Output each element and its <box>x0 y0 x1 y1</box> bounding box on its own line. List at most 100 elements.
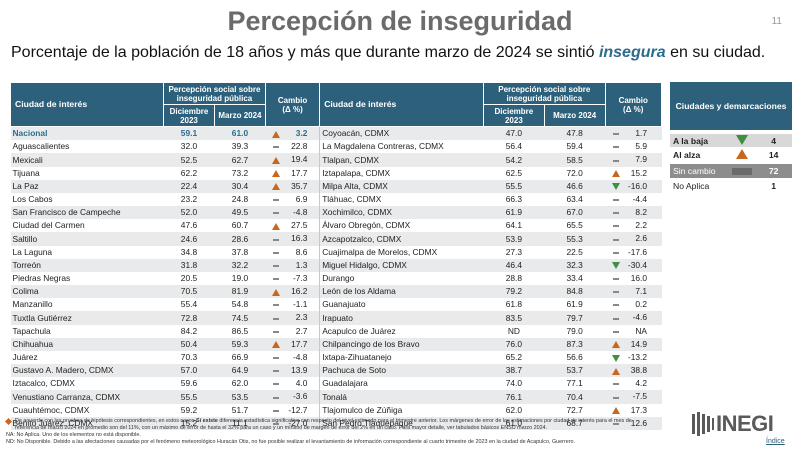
dec-value: 61.0 <box>483 416 545 430</box>
no-change-icon <box>613 146 620 149</box>
change-value: 12.6 <box>630 417 648 428</box>
no-change-icon <box>732 167 753 175</box>
table-row: Saltillo 24.6 28.6 16.3 Azcapotzalco, CDMX 53… <box>10 232 662 246</box>
inegi-logo: INEGI Índice <box>690 408 790 448</box>
change-value: 17.3 <box>630 404 648 415</box>
table-row: Tuxtla Gutiérrez 72.8 74.5 2.3 Irapuato 83.5 7… <box>10 311 662 325</box>
no-change-icon <box>613 304 620 307</box>
no-change-icon <box>273 212 280 215</box>
city-name: Benito Juárez, CDMX <box>10 416 164 430</box>
city-name: Miguel Hidalgo, CDMX <box>319 258 484 272</box>
city-name: Tapachula <box>12 325 51 336</box>
no-change-icon <box>613 291 620 294</box>
city-name: Aguascalientes <box>12 141 70 152</box>
change-cell: -12.7 <box>265 404 319 417</box>
no-change-icon <box>273 199 280 202</box>
summary-label: Sin cambio <box>670 163 729 179</box>
dec-value: 61.9 <box>483 206 545 220</box>
dec-value: 27.3 <box>505 246 523 257</box>
summary-row-up: Al alza 14 <box>670 147 792 164</box>
no-change-icon <box>613 330 620 333</box>
no-change-icon <box>613 317 620 320</box>
summary-count: 1 <box>755 178 792 195</box>
mar-value: 28.6 <box>214 232 266 246</box>
dec-value: 55.5 <box>163 390 215 404</box>
dec-value: 83.5 <box>483 311 545 325</box>
no-change-icon <box>613 199 620 202</box>
table-row: Tijuana 62.2 73.2 17.7 Iztapalapa, CDMX 62.5 7… <box>11 166 662 180</box>
dec-value: 65.2 <box>505 352 523 363</box>
change-value: -4.8 <box>293 351 308 362</box>
dec-value: 72.8 <box>163 311 215 325</box>
up-triangle-icon <box>612 367 621 375</box>
mar-value: 62.7 <box>214 153 266 167</box>
change-value: 0.2 <box>635 299 648 310</box>
header-dec-right: Diciembre 2023 <box>483 104 545 127</box>
mar-value: 77.1 <box>566 378 583 389</box>
dec-value: 64.1 <box>505 220 523 231</box>
no-change-icon <box>613 251 620 254</box>
mar-value: 64.9 <box>214 364 266 378</box>
up-triangle-icon <box>612 341 621 349</box>
up-triangle-icon <box>612 170 621 178</box>
table-row: Colima 70.5 81.9 16.2 León de los Aldama 79.2… <box>10 285 662 299</box>
page-number: 11 <box>771 16 782 27</box>
dec-value: ND <box>507 325 520 336</box>
table-row: San Francisco de Campeche 52.0 49.5 -4.8 Xoc… <box>10 206 662 220</box>
footnote-1: De acuerdo con las pruebas de hipótesis … <box>15 418 632 431</box>
subtitle-emphasis: insegura <box>598 44 666 61</box>
change-value: 16.0 <box>630 272 648 283</box>
no-change-icon <box>273 146 280 149</box>
city-name: Nacional <box>10 126 164 141</box>
city-name: Guanajuato <box>319 298 484 312</box>
mar-value: 11.1 <box>214 416 266 430</box>
no-change-icon <box>273 278 280 281</box>
index-link[interactable]: Índice <box>766 438 785 445</box>
change-value: 8.6 <box>295 246 308 257</box>
summary-header: Ciudades y demarcaciones <box>670 82 792 134</box>
change-cell: 17.7 <box>265 337 320 351</box>
table-row: Venustiano Carranza, CDMX 55.5 53.5 -3.6 Ton… <box>10 390 662 404</box>
dec-value: 50.4 <box>163 337 215 351</box>
change-value: 16.3 <box>291 233 308 244</box>
change-value: 3.2 <box>295 128 308 138</box>
down-triangle-icon <box>612 183 621 191</box>
table-row: Los Cabos 23.2 24.8 6.9 Tláhuac, CDMX 66.3 63.… <box>11 192 662 207</box>
city-name: Tijuana <box>12 167 40 178</box>
down-triangle-icon <box>612 262 621 270</box>
mar-value: 79.0 <box>566 325 583 336</box>
perception-table: Ciudad de interés Percepción social sobr… <box>10 82 663 430</box>
change-cell: 8.6 <box>265 246 319 259</box>
mar-value: 54.8 <box>231 299 249 310</box>
change-value: 17.7 <box>291 167 308 178</box>
dec-value: 59.1 <box>163 126 215 141</box>
city-name: La Laguna <box>12 246 53 257</box>
mar-value: 24.8 <box>231 194 249 205</box>
change-value: 15.2 <box>630 167 648 178</box>
table-row: Iztacalco, CDMX 59.6 62.0 4.0 Guadalajara 74.… <box>11 377 662 391</box>
footnote-2: NA: No Aplica. Uno de los elementos no e… <box>6 432 141 438</box>
mar-value: 58.5 <box>544 153 606 167</box>
up-triangle-icon <box>272 183 281 191</box>
change-cell: -17.6 <box>605 246 661 259</box>
change-cell: -13.2 <box>605 351 661 364</box>
mar-value: 55.3 <box>544 232 606 246</box>
city-name: Guadalajara <box>319 377 484 391</box>
change-cell: -4.6 <box>605 311 662 325</box>
mar-value: 59.4 <box>566 141 583 152</box>
dec-value: 74.0 <box>505 378 523 389</box>
no-change-icon <box>613 396 620 399</box>
mar-value: 59.3 <box>214 337 266 351</box>
change-value: 2.2 <box>635 220 648 231</box>
table-row: Chihuahua 50.4 59.3 17.7 Chilpancingo de los… <box>10 337 662 351</box>
mar-value: 22.5 <box>566 246 583 257</box>
dec-value: 22.4 <box>163 179 215 193</box>
mar-value: 39.3 <box>231 141 249 152</box>
footnotes: De acuerdo con las pruebas de hipótesis … <box>4 417 656 446</box>
change-cell: 6.9 <box>265 193 319 206</box>
dec-value: 84.2 <box>180 325 198 336</box>
dec-value: 53.9 <box>483 232 545 246</box>
change-value: 4.2 <box>635 378 648 389</box>
up-triangle-icon <box>272 157 281 164</box>
city-name: León de los Aldama <box>319 285 484 299</box>
